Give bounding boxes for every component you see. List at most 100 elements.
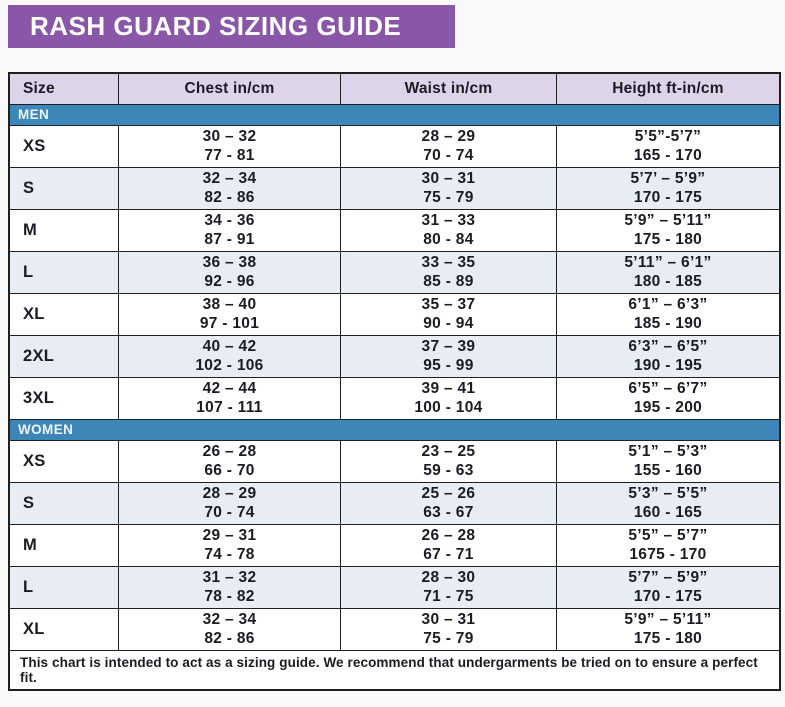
waist-in: 30 – 31 bbox=[421, 611, 476, 628]
chest-in: 26 – 28 bbox=[202, 443, 257, 460]
waist-cell: 23 – 25 59 - 63 bbox=[340, 439, 557, 483]
section-header-men: MEN bbox=[8, 103, 781, 126]
height-ftin: 5’5” – 5’7” bbox=[628, 527, 708, 544]
height-ftin: 5’7’ – 5’9” bbox=[630, 170, 706, 187]
chest-cell: 42 – 44 107 - 111 bbox=[117, 376, 342, 420]
table-row-women-xs: XS 26 – 28 66 - 70 23 – 25 59 - 63 5’1” … bbox=[8, 439, 781, 483]
size-cell: XS bbox=[8, 124, 119, 168]
table-row-men-xl: XL 38 – 40 97 - 101 35 – 37 90 - 94 6’1”… bbox=[8, 292, 781, 336]
size-cell: S bbox=[8, 166, 119, 210]
height-cell: 5’7” – 5’9” 170 - 175 bbox=[555, 565, 781, 609]
chest-cm: 82 - 86 bbox=[204, 189, 255, 206]
column-header-chest: Chest in/cm bbox=[117, 72, 342, 105]
chest-in: 30 – 32 bbox=[202, 128, 257, 145]
waist-in: 25 – 26 bbox=[421, 485, 476, 502]
chest-in: 34 - 36 bbox=[204, 212, 255, 229]
height-cell: 6’5” – 6’7” 195 - 200 bbox=[555, 376, 781, 420]
chest-cm: 77 - 81 bbox=[204, 147, 255, 164]
waist-cm: 59 - 63 bbox=[423, 462, 474, 479]
chest-cell: 30 – 32 77 - 81 bbox=[117, 124, 342, 168]
section-header-women: WOMEN bbox=[8, 418, 781, 441]
waist-cm: 95 - 99 bbox=[423, 357, 474, 374]
waist-cm: 90 - 94 bbox=[423, 315, 474, 332]
table-row-men-m: M 34 - 36 87 - 91 31 – 33 80 - 84 5’9” –… bbox=[8, 208, 781, 252]
waist-cm: 85 - 89 bbox=[423, 273, 474, 290]
height-cell: 6’3” – 6’5” 190 - 195 bbox=[555, 334, 781, 378]
chest-cell: 32 – 34 82 - 86 bbox=[117, 166, 342, 210]
waist-cell: 28 – 29 70 - 74 bbox=[340, 124, 557, 168]
size-cell: XL bbox=[8, 292, 119, 336]
height-cell: 5’1” – 5’3” 155 - 160 bbox=[555, 439, 781, 483]
waist-cell: 35 – 37 90 - 94 bbox=[340, 292, 557, 336]
chest-cell: 34 - 36 87 - 91 bbox=[117, 208, 342, 252]
chest-cm: 87 - 91 bbox=[204, 231, 255, 248]
height-cell: 5’9” – 5’11” 175 - 180 bbox=[555, 208, 781, 252]
size-cell: XS bbox=[8, 439, 119, 483]
height-ftin: 6’5” – 6’7” bbox=[628, 380, 708, 397]
waist-cm: 75 - 79 bbox=[423, 630, 474, 647]
table-row-men-s: S 32 – 34 82 - 86 30 – 31 75 - 79 5’7’ –… bbox=[8, 166, 781, 210]
title-bar: RASH GUARD SIZING GUIDE bbox=[8, 5, 455, 48]
table-row-men-3xl: 3XL 42 – 44 107 - 111 39 – 41 100 - 104 … bbox=[8, 376, 781, 420]
chest-cm: 102 - 106 bbox=[195, 357, 264, 374]
height-ftin: 5’7” – 5’9” bbox=[628, 569, 708, 586]
column-header-size: Size bbox=[8, 72, 119, 105]
size-cell: M bbox=[8, 208, 119, 252]
height-cm: 175 - 180 bbox=[633, 630, 703, 647]
height-cm: 165 - 170 bbox=[633, 147, 703, 164]
section-label-women: WOMEN bbox=[8, 418, 781, 441]
waist-in: 28 – 30 bbox=[421, 569, 476, 586]
footnote-row: This chart is intended to act as a sizin… bbox=[8, 649, 781, 690]
chest-in: 40 – 42 bbox=[202, 338, 257, 355]
chest-cm: 82 - 86 bbox=[204, 630, 255, 647]
height-ftin: 5’9” – 5’11” bbox=[624, 611, 712, 628]
waist-cm: 75 - 79 bbox=[423, 189, 474, 206]
height-cm: 190 - 195 bbox=[633, 357, 703, 374]
height-ftin: 5’9” – 5’11” bbox=[624, 212, 712, 229]
height-ftin: 5’1” – 5’3” bbox=[628, 443, 708, 460]
waist-in: 31 – 33 bbox=[421, 212, 476, 229]
table-row-men-2xl: 2XL 40 – 42 102 - 106 37 – 39 95 - 99 6’… bbox=[8, 334, 781, 378]
waist-in: 28 – 29 bbox=[421, 128, 476, 145]
height-cell: 5’7’ – 5’9” 170 - 175 bbox=[555, 166, 781, 210]
chest-cell: 40 – 42 102 - 106 bbox=[117, 334, 342, 378]
chest-in: 42 – 44 bbox=[202, 380, 257, 397]
waist-cell: 37 – 39 95 - 99 bbox=[340, 334, 557, 378]
chest-cm: 97 - 101 bbox=[199, 315, 260, 332]
chest-in: 31 – 32 bbox=[202, 569, 257, 586]
column-header-height: Height ft-in/cm bbox=[555, 72, 781, 105]
table-row-men-xs: XS 30 – 32 77 - 81 28 – 29 70 - 74 5’5”-… bbox=[8, 124, 781, 168]
height-cell: 5’9” – 5’11” 175 - 180 bbox=[555, 607, 781, 651]
waist-cell: 31 – 33 80 - 84 bbox=[340, 208, 557, 252]
height-cell: 5’5”-5’7” 165 - 170 bbox=[555, 124, 781, 168]
height-cell: 5’5” – 5’7” 1675 - 170 bbox=[555, 523, 781, 567]
waist-in: 39 – 41 bbox=[421, 380, 476, 397]
size-cell: L bbox=[8, 565, 119, 609]
chest-in: 32 – 34 bbox=[202, 611, 257, 628]
waist-in: 35 – 37 bbox=[421, 296, 476, 313]
size-cell: M bbox=[8, 523, 119, 567]
waist-cell: 33 – 35 85 - 89 bbox=[340, 250, 557, 294]
size-cell: 2XL bbox=[8, 334, 119, 378]
table-row-women-l: L 31 – 32 78 - 82 28 – 30 71 - 75 5’7” –… bbox=[8, 565, 781, 609]
height-cm: 185 - 190 bbox=[633, 315, 703, 332]
chest-in: 28 – 29 bbox=[202, 485, 257, 502]
height-cm: 1675 - 170 bbox=[629, 546, 707, 563]
waist-in: 23 – 25 bbox=[421, 443, 476, 460]
waist-cell: 30 – 31 75 - 79 bbox=[340, 607, 557, 651]
footnote-text: This chart is intended to act as a sizin… bbox=[8, 649, 781, 690]
height-cell: 5’11” – 6’1” 180 - 185 bbox=[555, 250, 781, 294]
section-label-men: MEN bbox=[8, 103, 781, 126]
height-cm: 170 - 175 bbox=[633, 588, 703, 605]
waist-in: 37 – 39 bbox=[421, 338, 476, 355]
waist-cell: 39 – 41 100 - 104 bbox=[340, 376, 557, 420]
chest-cm: 78 - 82 bbox=[204, 588, 255, 605]
waist-cm: 100 - 104 bbox=[414, 399, 483, 416]
size-cell: S bbox=[8, 481, 119, 525]
height-cm: 180 - 185 bbox=[633, 273, 703, 290]
chest-cm: 70 - 74 bbox=[204, 504, 255, 521]
chest-cm: 66 - 70 bbox=[204, 462, 255, 479]
height-ftin: 5’11” – 6’1” bbox=[624, 254, 712, 271]
chest-cell: 32 – 34 82 - 86 bbox=[117, 607, 342, 651]
chest-cell: 31 – 32 78 - 82 bbox=[117, 565, 342, 609]
